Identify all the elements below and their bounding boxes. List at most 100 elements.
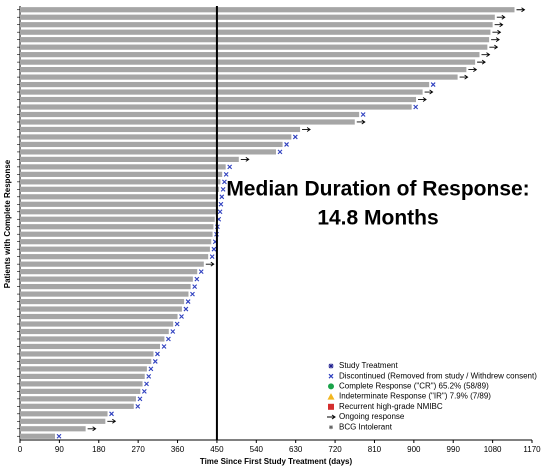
ongoing-arrow — [468, 67, 478, 72]
legend-label: Recurrent high-grade NMIBC — [339, 402, 443, 411]
bar — [20, 276, 193, 282]
discontinued-mark — [137, 396, 143, 402]
bar — [20, 239, 212, 245]
discontinued-mark — [222, 179, 227, 185]
legend-symbol — [327, 414, 336, 420]
ongoing-arrow — [489, 44, 499, 50]
bar — [20, 67, 467, 73]
bar — [20, 269, 198, 275]
legend-label: Ongoing response — [339, 412, 405, 421]
x-tick-label: 360 — [171, 445, 185, 454]
ongoing-arrow — [492, 29, 502, 35]
discontinued-mark — [166, 336, 171, 342]
discontinued-mark — [190, 291, 195, 297]
bar — [20, 96, 417, 103]
discontinued-mark — [135, 403, 141, 409]
bar — [20, 433, 56, 439]
discontinued-mark — [192, 284, 198, 289]
discontinued-mark — [185, 299, 191, 304]
legend-label: BCG Intolerant — [339, 422, 393, 431]
legend-label: Discontinued (Removed from study / Withd… — [339, 371, 537, 380]
x-tick-label: 0 — [18, 445, 23, 454]
x-tick-label: 720 — [328, 445, 342, 454]
bar — [20, 321, 174, 327]
ongoing-arrow — [494, 22, 504, 28]
ongoing-arrow — [516, 7, 526, 13]
bar — [20, 104, 412, 110]
discontinued-mark — [174, 321, 180, 327]
bar — [20, 411, 108, 417]
bar — [20, 44, 488, 50]
bar — [20, 426, 86, 432]
discontinued-mark — [360, 112, 366, 117]
bar — [20, 328, 169, 335]
bar — [20, 119, 355, 125]
bar — [20, 126, 301, 133]
bar — [20, 22, 493, 28]
ongoing-arrow — [477, 59, 486, 65]
bar — [20, 351, 154, 357]
x-tick-label: 450 — [210, 445, 224, 454]
ongoing-arrow — [240, 157, 250, 162]
y-axis-label: Patients with Complete Response — [3, 159, 12, 288]
bar — [20, 246, 210, 252]
bar — [20, 418, 106, 424]
x-tick-label: 540 — [250, 445, 264, 454]
bar — [20, 373, 145, 379]
ongoing-arrow — [302, 127, 311, 132]
bar — [20, 111, 360, 118]
legend-symbol — [328, 373, 334, 379]
discontinued-mark — [146, 374, 152, 379]
bar — [20, 396, 136, 402]
discontinued-mark — [220, 186, 226, 192]
bar — [20, 336, 165, 342]
ongoing-arrow — [491, 37, 500, 43]
discontinued-mark — [284, 142, 289, 147]
bar — [20, 381, 143, 387]
ongoing-arrow — [356, 119, 366, 125]
ongoing-arrow — [87, 426, 97, 432]
legend-symbol — [328, 403, 334, 410]
ongoing-arrow — [418, 97, 427, 102]
legend-label: Study Treatment — [339, 361, 398, 370]
discontinued-mark — [109, 411, 114, 417]
bar — [20, 306, 182, 312]
bar — [20, 284, 191, 290]
bar — [20, 186, 220, 192]
discontinued-mark — [219, 194, 225, 200]
bar — [20, 366, 147, 372]
discontinued-mark — [217, 209, 223, 215]
bar — [20, 313, 178, 320]
discontinued-mark — [170, 329, 176, 334]
x-tick-label: 270 — [131, 445, 145, 454]
discontinued-mark — [183, 306, 189, 312]
bar — [20, 29, 491, 35]
bar — [20, 209, 217, 215]
bar — [20, 164, 226, 170]
discontinued-mark — [152, 359, 158, 364]
bar — [20, 141, 283, 148]
bar — [20, 261, 204, 267]
bar — [20, 291, 189, 297]
bar — [20, 388, 141, 394]
bar — [20, 224, 214, 230]
bar — [20, 194, 218, 200]
legend-symbol — [327, 393, 335, 400]
x-tick-label: 630 — [289, 445, 303, 454]
x-tick-label: 900 — [407, 445, 421, 454]
bar — [20, 201, 217, 207]
discontinued-mark — [223, 171, 229, 177]
x-tick-label: 180 — [92, 445, 106, 454]
x-tick-label: 90 — [55, 445, 64, 454]
bar — [20, 74, 458, 80]
ongoing-arrow — [107, 418, 117, 424]
annotation: 14.8 Months — [317, 207, 438, 230]
discontinued-mark — [430, 82, 436, 87]
annotation: Median Duration of Response: — [226, 178, 529, 201]
bar — [20, 298, 185, 305]
discontinued-mark — [161, 344, 167, 349]
discontinued-mark — [56, 433, 62, 439]
discontinued-mark — [198, 269, 204, 275]
x-tick-label: 990 — [447, 445, 461, 454]
